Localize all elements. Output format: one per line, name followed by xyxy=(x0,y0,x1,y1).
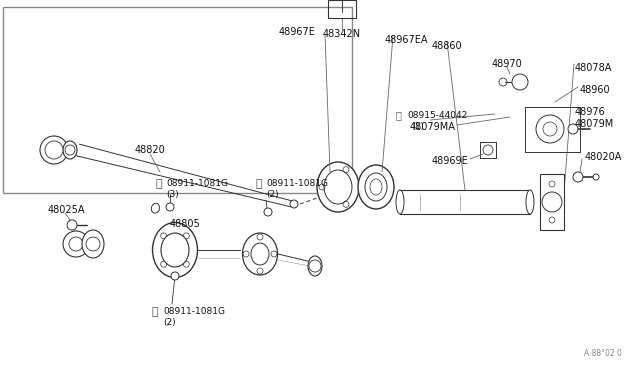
Ellipse shape xyxy=(63,141,77,159)
Circle shape xyxy=(290,200,298,208)
Text: (2): (2) xyxy=(163,317,175,327)
Text: (1): (1) xyxy=(412,122,424,131)
Circle shape xyxy=(264,208,272,216)
Text: (2): (2) xyxy=(266,189,278,199)
Ellipse shape xyxy=(82,230,104,258)
Text: 08911-1081G: 08911-1081G xyxy=(166,180,228,189)
Text: 48342N: 48342N xyxy=(323,29,361,39)
Ellipse shape xyxy=(365,173,387,201)
Ellipse shape xyxy=(151,203,159,213)
Ellipse shape xyxy=(370,179,382,195)
Bar xyxy=(3,7,352,193)
Text: 48970: 48970 xyxy=(492,59,522,69)
Circle shape xyxy=(593,174,599,180)
Text: 08915-44042: 08915-44042 xyxy=(407,110,467,119)
Text: 48805: 48805 xyxy=(170,219,200,229)
Ellipse shape xyxy=(396,190,404,214)
Text: 48967EA: 48967EA xyxy=(385,35,429,45)
Text: 48969E: 48969E xyxy=(431,156,468,166)
Ellipse shape xyxy=(243,233,278,275)
Circle shape xyxy=(171,272,179,280)
Ellipse shape xyxy=(152,222,198,278)
Circle shape xyxy=(67,220,77,230)
Ellipse shape xyxy=(358,165,394,209)
Text: 48820: 48820 xyxy=(134,145,165,155)
Ellipse shape xyxy=(308,256,322,276)
Circle shape xyxy=(63,231,89,257)
Circle shape xyxy=(165,240,185,260)
Text: Ⓝ: Ⓝ xyxy=(152,307,159,317)
Circle shape xyxy=(166,203,174,211)
Text: Ⓥ: Ⓥ xyxy=(396,110,402,120)
Text: 08911-1081G: 08911-1081G xyxy=(163,308,225,317)
Circle shape xyxy=(45,141,63,159)
Text: 48020A: 48020A xyxy=(585,152,622,162)
Circle shape xyxy=(512,74,528,90)
Circle shape xyxy=(40,136,68,164)
Text: 48079MA: 48079MA xyxy=(409,122,455,132)
Ellipse shape xyxy=(161,233,189,267)
Circle shape xyxy=(573,172,583,182)
Ellipse shape xyxy=(324,170,352,204)
Bar xyxy=(540,174,564,230)
Circle shape xyxy=(542,192,562,212)
Text: 48860: 48860 xyxy=(432,41,462,51)
Text: 08911-1081G: 08911-1081G xyxy=(266,180,328,189)
Text: 48960: 48960 xyxy=(580,85,611,95)
Text: (3): (3) xyxy=(166,189,179,199)
Text: 48078A: 48078A xyxy=(575,63,612,73)
Text: 48967E: 48967E xyxy=(278,27,315,37)
Text: A·88°02 0: A·88°02 0 xyxy=(584,350,622,359)
Bar xyxy=(328,0,356,18)
Text: 48976: 48976 xyxy=(575,107,605,117)
Text: Ⓝ: Ⓝ xyxy=(255,179,262,189)
Ellipse shape xyxy=(251,243,269,265)
Circle shape xyxy=(86,237,100,251)
Ellipse shape xyxy=(317,162,359,212)
Text: 48079M: 48079M xyxy=(575,119,614,129)
Ellipse shape xyxy=(526,190,534,214)
Circle shape xyxy=(568,124,578,134)
Text: 48025A: 48025A xyxy=(48,205,86,215)
Text: Ⓝ: Ⓝ xyxy=(155,179,162,189)
